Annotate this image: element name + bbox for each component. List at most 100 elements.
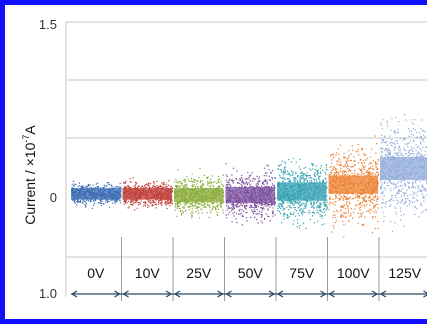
data-point: [105, 201, 107, 203]
data-point: [183, 207, 185, 209]
data-point: [303, 167, 305, 169]
data-point: [363, 200, 365, 202]
data-point: [309, 212, 311, 214]
data-point: [311, 177, 313, 179]
y-tick-label: 1.5: [39, 17, 57, 32]
data-point: [92, 184, 94, 186]
data-point: [214, 207, 216, 209]
data-point: [289, 202, 291, 204]
data-point: [127, 185, 129, 187]
data-point: [239, 208, 241, 210]
data-point: [382, 190, 384, 192]
data-point: [165, 204, 167, 206]
data-point: [400, 219, 402, 221]
data-point: [363, 167, 365, 169]
data-point: [387, 144, 389, 146]
data-point: [359, 204, 361, 206]
data-point: [161, 201, 163, 203]
data-point: [206, 202, 208, 204]
data-point: [363, 204, 365, 206]
data-point: [158, 200, 160, 202]
data-point: [391, 230, 393, 232]
data-point: [197, 210, 199, 212]
data-point: [369, 212, 371, 214]
arrow-left: [122, 290, 129, 298]
data-point: [232, 203, 234, 205]
data-point: [107, 200, 109, 203]
data-point: [132, 199, 134, 201]
data-point: [302, 176, 304, 178]
data-point: [345, 216, 347, 218]
data-point: [394, 194, 396, 196]
data-point: [366, 204, 368, 206]
data-point: [396, 154, 398, 157]
data-point: [196, 206, 198, 208]
data-point: [304, 203, 306, 205]
data-point: [261, 222, 263, 224]
data-point: [259, 180, 261, 182]
data-point: [144, 186, 146, 188]
data-point: [106, 182, 108, 184]
data-point: [260, 220, 262, 222]
data-point: [159, 202, 161, 204]
data-point: [170, 186, 172, 188]
data-point: [391, 183, 393, 185]
data-point: [187, 206, 189, 208]
data-point: [342, 216, 344, 218]
data-point: [298, 166, 300, 168]
data-point: [393, 156, 395, 158]
data-point: [249, 207, 251, 209]
data-point: [197, 206, 200, 208]
data-point: [408, 186, 410, 188]
data-point: [182, 210, 184, 212]
data-point: [333, 166, 335, 168]
data-point: [302, 211, 304, 213]
data-point: [260, 214, 262, 216]
data-point: [169, 202, 171, 204]
data-point: [287, 177, 289, 180]
data-point: [288, 215, 290, 218]
data-point: [353, 156, 355, 158]
data-point: [363, 223, 365, 225]
data-point: [386, 182, 388, 184]
data-point: [167, 184, 169, 186]
data-point: [381, 139, 383, 141]
data-point: [260, 207, 262, 209]
data-point: [394, 146, 396, 148]
data-point: [124, 199, 126, 201]
data-point: [289, 181, 291, 183]
data-point: [256, 219, 258, 221]
data-point: [374, 227, 377, 230]
data-point: [390, 204, 392, 206]
data-point: [348, 154, 350, 156]
data-point: [295, 161, 297, 163]
data-point: [304, 207, 306, 209]
data-point: [400, 154, 402, 156]
data-point: [365, 201, 367, 203]
arrow-left: [276, 290, 284, 298]
data-point: [331, 231, 333, 233]
data-point: [298, 201, 300, 203]
data-point: [409, 130, 411, 132]
data-point: [407, 181, 409, 183]
data-point: [376, 143, 378, 145]
data-point: [261, 215, 263, 217]
data-point: [377, 196, 379, 198]
data-point: [282, 174, 284, 176]
data-point: [271, 186, 273, 188]
data-point: [372, 216, 374, 218]
data-point: [326, 187, 328, 189]
data-point: [290, 161, 292, 163]
data-point: [283, 178, 285, 180]
data-point: [400, 195, 403, 197]
data-point: [382, 139, 384, 141]
data-point: [392, 199, 394, 202]
data-point: [342, 205, 344, 207]
data-point: [231, 181, 234, 183]
data-point: [194, 204, 196, 207]
data-point: [338, 158, 340, 160]
data-point: [106, 199, 108, 201]
data-point: [397, 185, 399, 187]
data-point: [316, 207, 318, 209]
data-point: [359, 212, 361, 215]
